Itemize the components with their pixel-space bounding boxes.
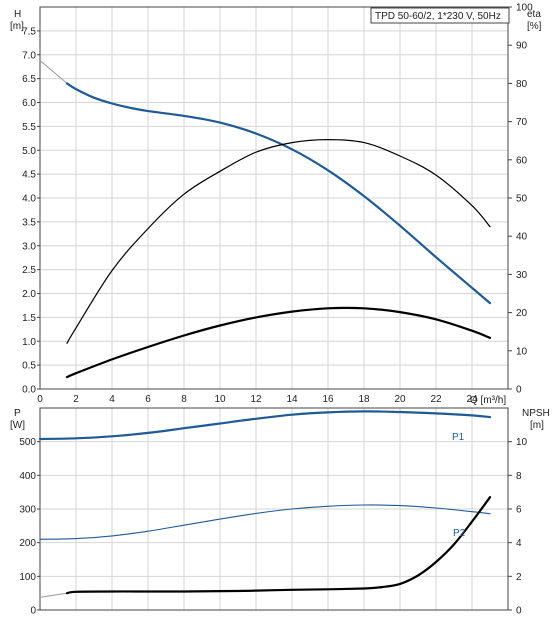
x-tick: 18 [358,394,370,405]
y-left-tick: 6.5 [22,74,36,85]
x-tick: 12 [250,394,262,405]
y-left-tick: 0.5 [22,361,36,372]
series-2-curve [65,496,492,595]
y-left-tick: 1.0 [22,337,36,348]
y-left-tick: 6.0 [22,98,36,109]
power-npsh-panel: 0 100 200 300 400 500 0 2 4 6 8 10 [19,407,528,617]
y-right-tick: 4 [516,538,522,549]
y-right-label-npsh: NPSH [522,408,550,419]
y-left-tick: 4.5 [22,170,36,181]
x-tick: 8 [181,394,187,405]
chart-title: TPD 50-60/2, 1*230 V, 50Hz [375,11,501,22]
x-tick: 22 [430,394,442,405]
x-axis-label: Q [m³/h] [470,395,506,406]
shutoff-extension-line [39,592,68,598]
shutoff-extension-line [39,60,68,84]
title-frame [370,7,510,24]
y-left-tick: 500 [19,437,36,448]
y-left-tick: 300 [19,505,36,516]
y-right-tick: 30 [516,270,528,281]
y-left-tick: 7.0 [22,50,36,61]
y-right-unit-eta: [%] [527,21,542,32]
y-right-tick: 6 [516,505,522,516]
series-0-curve [65,82,492,305]
y-left-tick: 100 [19,572,36,583]
y-left-tick: 4.0 [22,194,36,205]
y-left-tick: 400 [19,471,36,482]
title-box: TPD 50-60/2, 1*230 V, 50Hz [370,7,510,24]
y-left-tick: 0 [30,606,36,617]
y-left-tick: 200 [19,538,36,549]
y-right-tick: 20 [516,308,528,319]
x-tick: 10 [214,394,226,405]
y-left-tick: 3.0 [22,241,36,252]
y-left-tick: 3.5 [22,217,36,228]
x-tick: 14 [286,394,298,405]
y-left-tick: 5.0 [22,146,36,157]
y-right-tick: 100 [516,3,533,14]
x-tick: 6 [145,394,151,405]
x-tick: 16 [322,394,334,405]
y-right-tick: 0 [516,606,522,617]
series-1-curve [66,138,491,344]
y-left-tick: 2.0 [22,289,36,300]
head-efficiency-panel: 0.0 0.5 1.0 1.5 2.0 2.5 3.0 3.5 4.0 4.5 5.0 5.5 6.0 6… [22,3,533,406]
y-right-tick: 40 [516,232,528,243]
series-label-p1: P1 [452,432,465,443]
x-tick: 0 [37,394,43,405]
y-left-tick: 0.0 [22,385,36,396]
y-left-tick: 2.5 [22,265,36,276]
y-right-tick: 50 [516,194,528,205]
y-left-tick: 7.5 [22,26,36,37]
y-left-unit-h: [m] [10,21,24,32]
p2-curve [39,504,491,540]
p1-curve [38,410,492,441]
y-right-tick: 60 [516,155,528,166]
y-left-unit-p: [W] [10,420,25,431]
y-right-tick: 8 [516,471,522,482]
series-2-curve [65,306,492,379]
x-tick: 24 [466,394,478,405]
y-right-tick: 0 [516,385,522,396]
series-label-p2: P2 [453,528,466,539]
y-left-label-p: P [14,408,21,419]
y-left-tick: 1.5 [22,313,36,324]
y-right-tick: 80 [516,79,528,90]
x-tick: 2 [73,394,79,405]
y-right-tick: 10 [516,346,528,357]
y-right-tick: 2 [516,572,522,583]
y-right-tick: 70 [516,117,528,128]
y-left-tick: 5.5 [22,122,36,133]
x-tick: 4 [109,394,115,405]
y-right-tick: 90 [516,41,528,52]
x-tick: 20 [394,394,406,405]
y-right-unit-npsh: [m] [530,420,544,431]
y-left-label-h: H [14,9,21,20]
y-right-label-eta: eta [527,9,541,20]
y-right-tick: 10 [516,437,528,448]
